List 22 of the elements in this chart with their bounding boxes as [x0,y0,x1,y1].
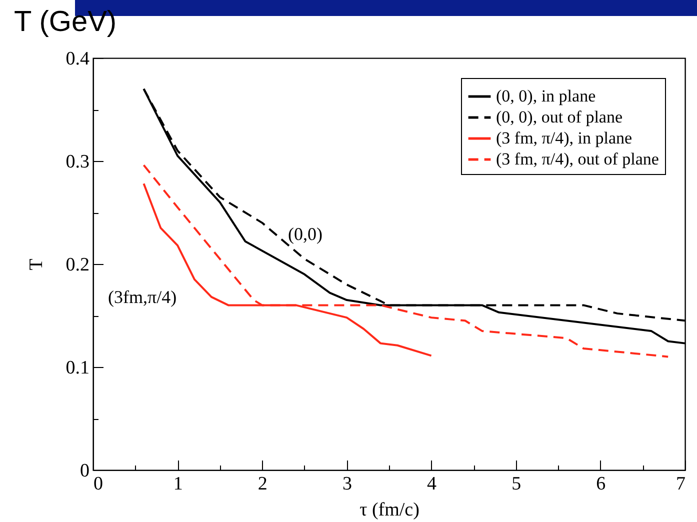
y-tick-label: 0.3 [66,152,90,172]
legend-label: (0, 0), out of plane [496,108,623,126]
x-axis-title: τ (fm/c) [360,500,420,520]
legend-label: (3 fm, π/4), out of plane [496,150,659,168]
x-tick-label: 4 [427,474,438,494]
x-tick-label: 2 [258,474,268,494]
x-tick-label: 1 [173,474,183,494]
y-tick-label: 0.1 [66,358,90,378]
x-tick-label: 0 [94,474,103,494]
annotation: (0,0) [288,224,322,244]
x-tick-label: 7 [676,474,686,494]
text: T (GeV) [14,6,117,38]
x-tick-label: 6 [596,474,606,494]
legend-label: (3 fm, π/4), in plane [496,128,632,148]
x-tick-label: 5 [512,474,522,494]
y-tick-label: 0.2 [66,254,90,276]
x-tick-label: 3 [342,474,352,494]
legend-label: (0, 0), in plane [496,86,596,106]
y-tick-label: 0 [80,460,90,482]
y-tick-label: 0.4 [66,48,90,70]
y-axis-title: T [26,258,47,270]
annotation: (3fm,π/4) [108,287,177,307]
